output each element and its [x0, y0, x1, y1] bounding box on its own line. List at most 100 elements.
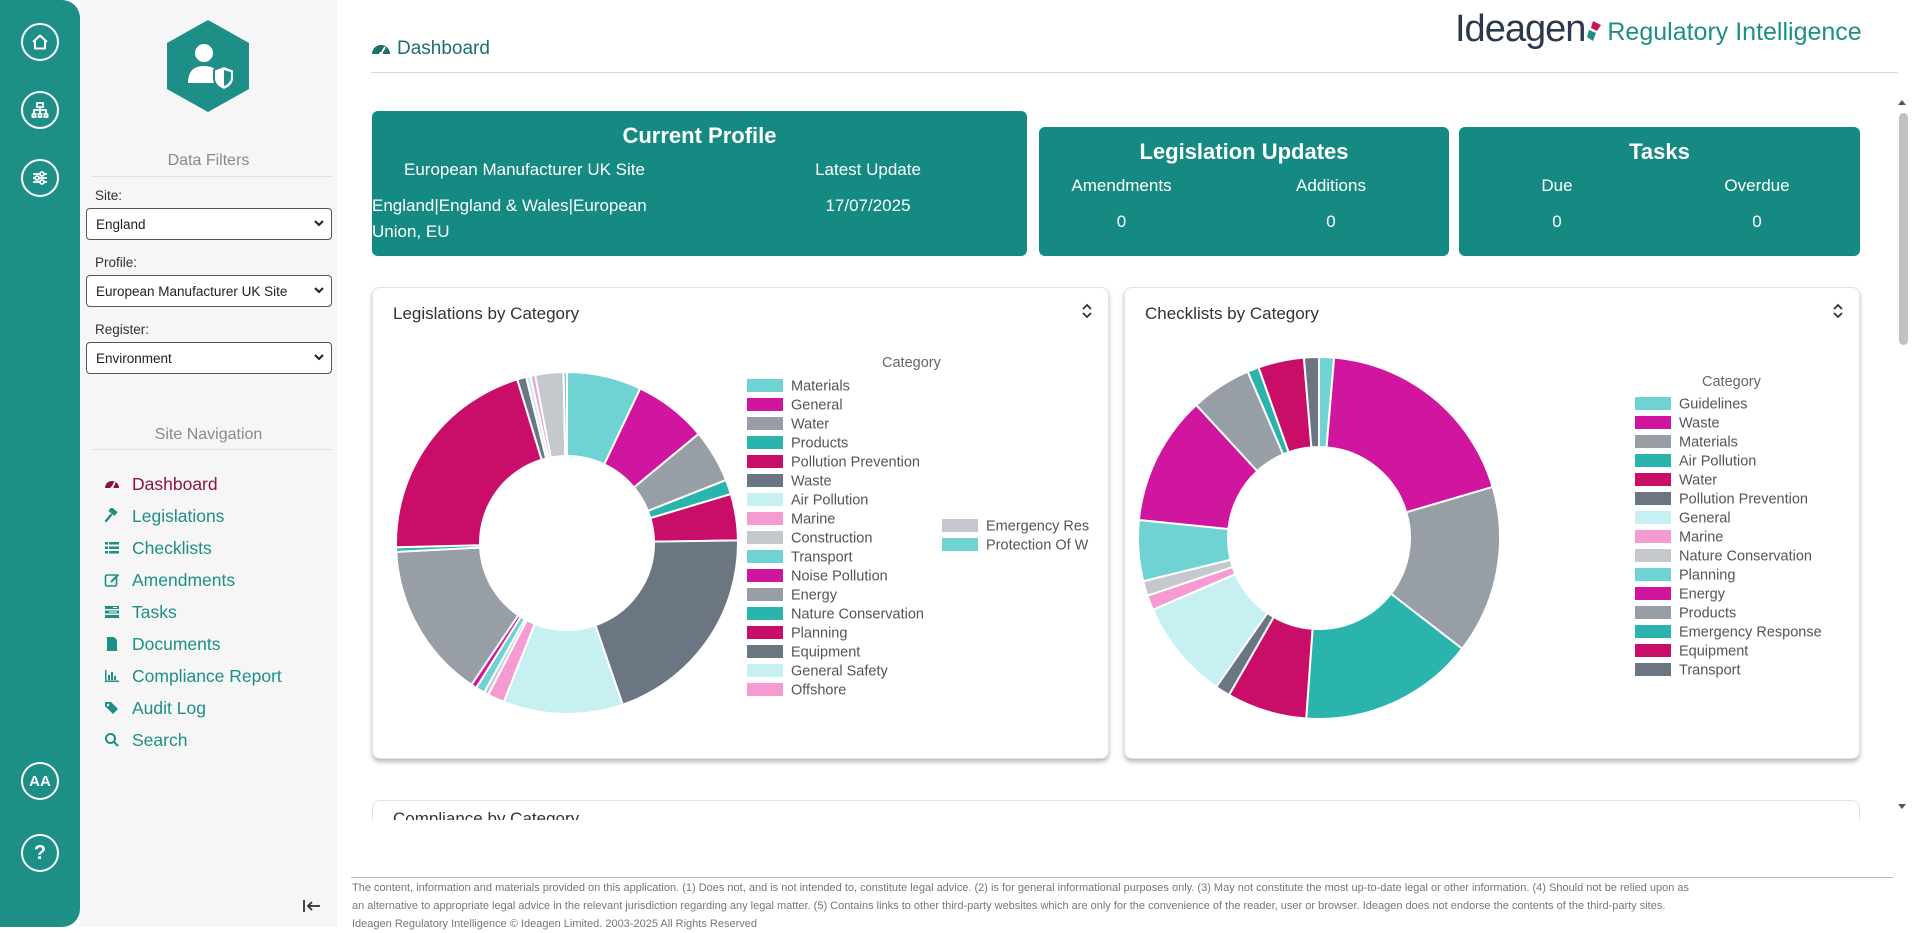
- scrollbar-thumb[interactable]: [1899, 113, 1908, 345]
- legend-label[interactable]: Marine: [791, 512, 835, 528]
- legend-label[interactable]: Emergency Res: [986, 519, 1089, 535]
- legend-label[interactable]: Construction: [791, 531, 872, 547]
- legend-swatch: [1635, 530, 1671, 543]
- panel-title: Legislations by Category: [393, 304, 580, 323]
- pie-slice-waste[interactable]: [1325, 356, 1494, 514]
- legend-label[interactable]: Water: [791, 417, 829, 433]
- pie-slice-protection-of-w[interactable]: [562, 370, 568, 458]
- divider: [92, 176, 332, 177]
- additions-count[interactable]: 0: [1326, 212, 1336, 231]
- legend-label[interactable]: Noise Pollution: [791, 569, 888, 585]
- legend-swatch: [1635, 397, 1671, 410]
- dashboard-icon: [372, 45, 390, 56]
- home-button[interactable]: [21, 23, 59, 61]
- legend-label[interactable]: Water: [1679, 473, 1717, 489]
- nav-search[interactable]: Search: [104, 726, 187, 754]
- card-title: Legislation Updates: [1139, 139, 1349, 164]
- legend-label[interactable]: Equipment: [791, 645, 860, 661]
- nav-amendments[interactable]: Amendments: [104, 566, 235, 594]
- panel-title: Checklists by Category: [1145, 304, 1319, 323]
- accessibility-button[interactable]: AA: [21, 762, 59, 800]
- filters-button[interactable]: [21, 159, 59, 197]
- legend-label[interactable]: Materials: [1679, 435, 1738, 451]
- nav-legislations[interactable]: Legislations: [104, 502, 224, 530]
- legend-label[interactable]: Waste: [791, 474, 832, 490]
- nav-compliance-report[interactable]: Compliance Report: [104, 662, 282, 690]
- profile-select-value: European Manufacturer UK Site: [96, 283, 288, 299]
- pie-slice-planning[interactable]: [395, 378, 543, 549]
- divider: [371, 72, 1898, 73]
- sort-toggle-icon[interactable]: [1832, 302, 1844, 320]
- profile-select[interactable]: European Manufacturer UK Site: [86, 275, 332, 307]
- legend-label[interactable]: Emergency Response: [1679, 625, 1822, 641]
- legend-label[interactable]: General: [1679, 511, 1731, 527]
- page-title: Dashboard: [397, 38, 490, 59]
- data-filters-title: Data Filters: [167, 152, 250, 169]
- site-navigation-title: Site Navigation: [154, 426, 263, 443]
- due-count[interactable]: 0: [1552, 212, 1562, 231]
- legend-label[interactable]: General Safety: [791, 664, 888, 680]
- nav-label: Audit Log: [132, 697, 206, 718]
- scroll-up-icon[interactable]: [1897, 98, 1907, 106]
- legend-swatch: [1635, 416, 1671, 429]
- amendments-label: Amendments: [1071, 176, 1172, 195]
- legal-disclaimer: The content, information and materials p…: [352, 879, 1902, 933]
- disclaimer-line: The content, information and materials p…: [352, 882, 1690, 894]
- accessibility-label: AA: [29, 772, 51, 790]
- legend-label[interactable]: Air Pollution: [791, 493, 868, 509]
- collapse-sidebar-icon[interactable]: [302, 898, 322, 914]
- nav-dashboard[interactable]: Dashboard: [104, 470, 218, 498]
- gavel-icon: [104, 508, 118, 523]
- legend-label[interactable]: Nature Conservation: [1679, 549, 1812, 565]
- nav-checklists[interactable]: Checklists: [104, 534, 212, 562]
- legend-label[interactable]: Planning: [791, 626, 847, 642]
- register-select[interactable]: Environment: [86, 342, 332, 374]
- legend-label[interactable]: Waste: [1679, 416, 1720, 432]
- help-button[interactable]: ?: [21, 834, 59, 872]
- legend-label[interactable]: Air Pollution: [1679, 454, 1756, 470]
- legend-swatch: [747, 474, 783, 487]
- legend-label[interactable]: General: [791, 398, 843, 414]
- legend-swatch: [1635, 625, 1671, 638]
- legislations-chart-panel: Legislations by Category Category Materia…: [372, 287, 1109, 759]
- scroll-down-icon[interactable]: [1897, 803, 1907, 811]
- site-select[interactable]: England: [86, 208, 332, 240]
- legend-label[interactable]: Materials: [791, 379, 850, 395]
- home-icon: [32, 34, 48, 50]
- legend-swatch: [747, 493, 783, 506]
- legend-label[interactable]: Pollution Prevention: [1679, 492, 1808, 508]
- compliance-panel-clip: Compliance by Category: [372, 800, 1860, 820]
- legend-label[interactable]: Products: [791, 436, 848, 452]
- sort-toggle-icon[interactable]: [1081, 302, 1093, 320]
- nav-tasks[interactable]: Tasks: [104, 598, 177, 626]
- dashboard-icon: [105, 481, 119, 490]
- amendments-count[interactable]: 0: [1116, 212, 1127, 231]
- site-select-value: England: [96, 216, 146, 232]
- legend-label[interactable]: Nature Conservation: [791, 607, 924, 623]
- legend-label[interactable]: Transport: [791, 550, 853, 566]
- sitemap-button[interactable]: [21, 91, 59, 129]
- legend-label[interactable]: Offshore: [791, 683, 846, 699]
- nav-audit-log[interactable]: Audit Log: [104, 694, 206, 722]
- pie-slice-transport[interactable]: [1302, 355, 1320, 449]
- legend-label[interactable]: Guidelines: [1679, 397, 1748, 413]
- legend-label[interactable]: Energy: [791, 588, 838, 604]
- overdue-count[interactable]: 0: [1752, 212, 1762, 231]
- legend-label[interactable]: Planning: [1679, 568, 1735, 584]
- tasks-card: Tasks Due Overdue 0 0: [1459, 127, 1860, 256]
- legend-label[interactable]: Energy: [1679, 587, 1726, 603]
- legend-label[interactable]: Marine: [1679, 530, 1723, 546]
- brand-product: Regulatory Intelligence: [1607, 18, 1862, 46]
- nav-documents[interactable]: Documents: [104, 630, 221, 658]
- profile-filter-label: Profile:: [95, 255, 138, 270]
- pie-slice-materials[interactable]: [1389, 485, 1501, 651]
- divider: [92, 449, 332, 450]
- legend-label[interactable]: Equipment: [1679, 644, 1748, 660]
- pie-slice-waste[interactable]: [594, 539, 739, 706]
- legend-label[interactable]: Transport: [1679, 663, 1741, 679]
- disclaimer-line: an alternative to appropriate legal advi…: [352, 900, 1666, 912]
- nav-label: Search: [132, 729, 188, 750]
- legend-label[interactable]: Protection Of W: [986, 538, 1089, 554]
- legend-label[interactable]: Products: [1679, 606, 1736, 622]
- legend-label[interactable]: Pollution Prevention: [791, 455, 920, 471]
